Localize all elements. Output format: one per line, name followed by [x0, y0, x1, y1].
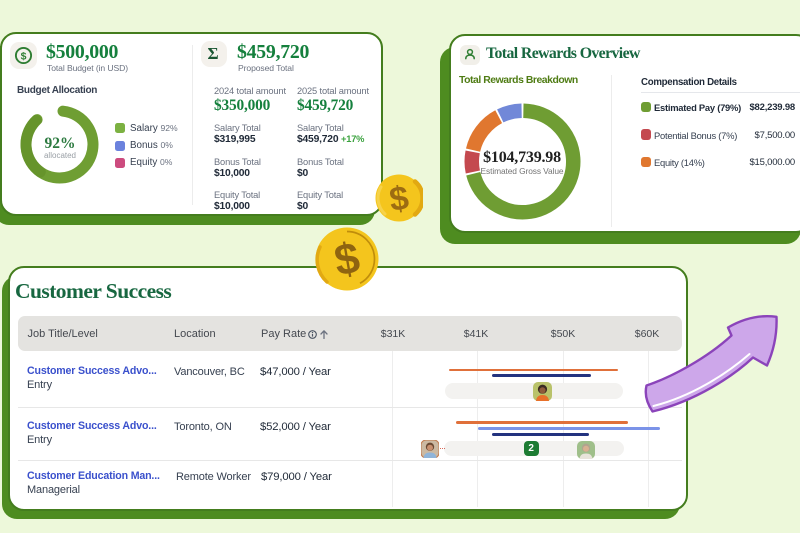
svg-text:$: $	[21, 50, 27, 62]
